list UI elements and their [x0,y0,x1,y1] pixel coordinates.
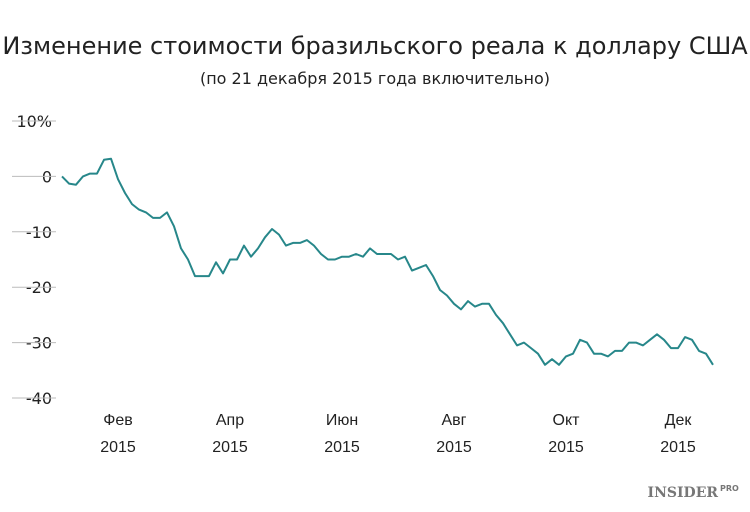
x-tick-label: Окт 2015 [548,412,584,456]
line-series [61,157,714,366]
chart-subtitle: (по 21 декабря 2015 года включительно) [200,69,550,88]
x-tick-label: Дек 2015 [660,412,696,456]
x-tick-label: Авг 2015 [436,412,472,456]
brand: INSIDER [648,485,719,501]
brand-suffix: PRO [720,484,739,493]
chart-title: Изменение стоимости бразильского реала к… [2,32,748,60]
x-tick-label: Апр 2015 [212,412,248,456]
x-tick-label: Июн 2015 [324,412,360,456]
x-tick-label: Фев 2015 [100,412,136,456]
